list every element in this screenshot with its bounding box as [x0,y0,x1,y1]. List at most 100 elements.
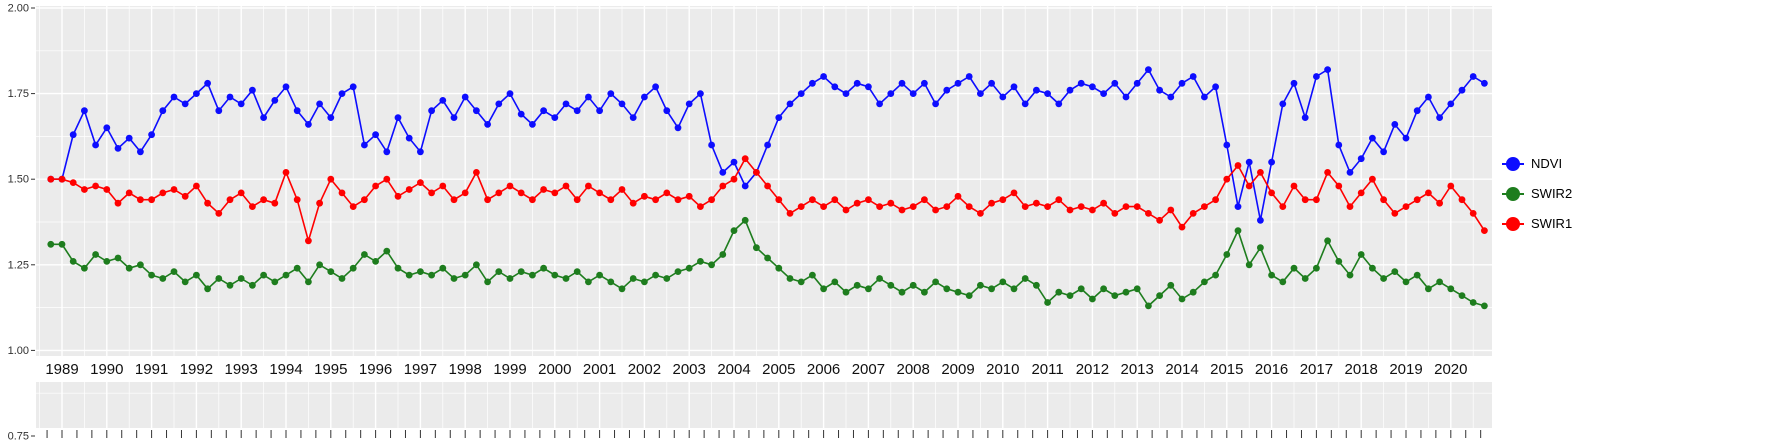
data-point-swir1 [1380,196,1387,204]
data-point-ndvi [1369,134,1376,142]
data-point-ndvi [876,100,883,108]
data-point-swir2 [741,216,749,224]
data-point-ndvi [1223,141,1231,149]
data-point-ndvi [428,107,435,115]
legend-label-swir2: SWIR2 [1531,186,1573,201]
data-point-swir1 [842,206,850,214]
data-point-swir1 [495,189,503,197]
data-point-ndvi [809,79,816,87]
data-point-ndvi [495,100,503,108]
data-point-swir2 [1324,237,1331,245]
data-point-ndvi [932,100,939,108]
data-point-ndvi [226,93,234,101]
data-point-swir2 [293,264,301,272]
data-point-swir1 [517,189,525,197]
data-point-swir1 [562,182,570,190]
gridlines [36,6,1492,428]
data-point-swir2 [1100,285,1107,293]
x-tick-label: 1995 [314,361,347,378]
legend-dot-icon [1506,216,1520,231]
data-point-swir2 [271,278,279,286]
data-point-ndvi [674,124,682,132]
legend-item-ndvi: NDVI [1502,156,1572,171]
legend-key-swir2 [1502,186,1524,201]
data-point-swir1 [450,196,458,204]
data-point-swir2 [1167,281,1175,289]
data-point-ndvi [1201,93,1208,101]
y-tick-label: 1.75 [8,88,29,100]
data-point-ndvi [461,93,469,101]
data-point-ndvi [1122,93,1130,101]
data-point-swir2 [1189,288,1197,296]
data-point-swir1 [181,192,189,200]
data-point-swir2 [249,281,256,289]
data-point-swir2 [81,264,88,272]
data-point-swir2 [1391,268,1399,275]
data-point-swir2 [484,278,491,286]
data-point-swir1 [1301,196,1309,204]
data-point-swir1 [1447,182,1455,190]
data-point-ndvi [103,124,111,132]
data-point-swir2 [629,275,637,282]
data-point-ndvi [1010,83,1018,91]
data-point-swir2 [1279,278,1287,286]
data-point-swir1 [1268,189,1275,197]
data-point-swir2 [820,285,827,293]
x-tick-label: 1989 [45,361,78,378]
data-point-swir1 [249,203,256,211]
data-point-ndvi [1100,90,1107,97]
data-point-swir2 [506,275,514,282]
data-point-swir2 [585,278,592,286]
x-tick-label: 2008 [897,361,930,378]
data-point-swir2 [58,240,66,248]
y-axis: 2.00 1.75 1.50 1.25 1.00 0.75 [8,3,35,442]
data-point-swir2 [461,271,469,279]
x-tick-label: 2013 [1121,361,1154,378]
x-tick-label: 2010 [986,361,1019,378]
data-point-swir1 [618,186,626,193]
data-point-swir1 [988,199,995,207]
data-point-swir2 [383,247,391,255]
data-point-swir2 [1089,295,1096,303]
data-point-swir2 [1369,264,1376,272]
data-point-swir2 [372,258,379,265]
data-point-swir1 [1369,175,1376,183]
data-point-ndvi [1279,100,1287,108]
data-point-ndvi [1469,73,1477,80]
x-tick-label: 1996 [359,361,392,378]
data-point-ndvi [439,97,447,104]
data-point-swir1 [909,203,917,211]
legend-key-swir1 [1502,216,1524,231]
data-point-ndvi [193,90,200,97]
data-point-swir1 [708,196,715,204]
data-point-swir2 [1223,251,1231,258]
data-point-swir1 [674,196,682,204]
data-point-ndvi [316,100,323,108]
data-point-swir1 [271,199,279,207]
data-point-ndvi [405,134,413,142]
data-point-swir2 [1122,288,1130,296]
data-point-swir1 [159,189,167,197]
data-point-ndvi [271,97,279,104]
data-point-ndvi [1021,100,1029,108]
data-point-swir1 [607,196,615,204]
data-point-swir1 [125,189,133,197]
data-point-swir1 [629,199,637,207]
data-point-swir1 [293,196,301,204]
data-point-swir2 [1481,302,1488,310]
x-tick-label: 1993 [225,361,258,378]
data-point-ndvi [1324,66,1331,73]
data-point-swir2 [1234,227,1242,235]
data-point-swir2 [1357,251,1365,258]
legend-item-swir2: SWIR2 [1502,186,1572,201]
data-point-swir1 [1425,189,1432,197]
x-tick-label: 1990 [90,361,123,378]
data-point-swir2 [1301,275,1309,282]
data-point-ndvi [741,182,749,190]
data-point-swir2 [237,275,245,282]
data-point-swir1 [338,189,346,197]
data-point-ndvi [215,107,223,115]
data-point-ndvi [237,100,245,108]
data-point-ndvi [1133,79,1141,87]
data-point-ndvi [831,83,839,91]
